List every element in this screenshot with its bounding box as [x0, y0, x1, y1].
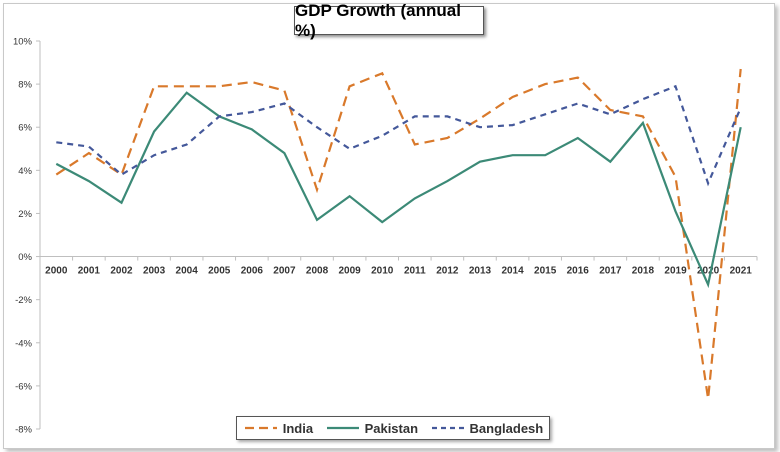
- x-tick-label: 2014: [501, 266, 524, 277]
- legend-label-india: India: [282, 420, 314, 436]
- x-tick-label: 2019: [664, 266, 687, 277]
- legend-swatch-india: [244, 426, 277, 430]
- chart-frame: [3, 3, 775, 449]
- y-tick-label: 0%: [18, 252, 32, 263]
- x-tick-label: 2004: [176, 266, 199, 277]
- x-tick-label: 2011: [404, 266, 426, 277]
- y-tick-label: -2%: [15, 295, 32, 306]
- series-line-bangladesh: [56, 84, 742, 187]
- x-tick-label: 2010: [371, 266, 394, 277]
- x-tick-label: 2017: [599, 266, 622, 277]
- series-line-pakistan: [55, 91, 742, 289]
- chart-title-box: GDP Growth (annual %): [294, 1, 484, 40]
- legend-item-bangladesh: Bangladesh: [430, 420, 544, 436]
- y-tick-label: -8%: [15, 425, 32, 436]
- y-tick-label: -4%: [15, 338, 32, 349]
- x-tick-label: 2015: [534, 266, 557, 277]
- y-axis: -8% -6% -4% -2% 0% 2% 4% 6% 8% 10%: [13, 37, 41, 436]
- legend-item-pakistan: Pakistan: [325, 421, 418, 436]
- x-tick-label: 2018: [632, 266, 655, 277]
- x-tick-label: 2001: [78, 266, 101, 277]
- x-axis: 2000 2001 2002 2003 2004 2005 2006 2007 2008 2009…: [39, 256, 758, 277]
- x-tick-label: 2020: [697, 266, 720, 277]
- legend: India Pakistan Bangladesh: [236, 416, 550, 440]
- x-tick-label: 2012: [436, 266, 459, 277]
- legend-label-pakistan: Pakistan: [364, 420, 419, 436]
- x-tick-label: 2009: [338, 266, 361, 277]
- x-tick-label: 2016: [567, 266, 590, 277]
- legend-label-bangladesh: Bangladesh: [469, 420, 544, 436]
- x-tick-label: 2003: [143, 266, 166, 277]
- x-tick-label: 2021: [730, 266, 753, 277]
- y-tick-label: 2%: [18, 209, 32, 220]
- x-tick-label: 2005: [208, 266, 231, 277]
- chart-title: GDP Growth (annual %): [295, 0, 461, 40]
- y-tick-label: 8%: [18, 80, 32, 91]
- legend-swatch-pakistan: [326, 426, 359, 430]
- y-tick-label: 4%: [18, 166, 32, 177]
- x-tick-label: 2008: [306, 266, 329, 277]
- y-tick-label: 6%: [18, 123, 32, 134]
- legend-item-india: India: [243, 421, 313, 436]
- series-line-india: [55, 68, 742, 399]
- y-tick-label: -6%: [15, 381, 32, 392]
- y-tick-label: 10%: [13, 37, 33, 48]
- legend-swatch-bangladesh: [431, 426, 464, 430]
- x-tick-label: 2013: [469, 266, 492, 277]
- series-lines: [55, 68, 742, 399]
- x-tick-label: 2002: [110, 266, 133, 277]
- x-tick-label: 2006: [241, 266, 264, 277]
- x-tick-label: 2007: [273, 266, 296, 277]
- x-tick-label: 2000: [45, 266, 68, 277]
